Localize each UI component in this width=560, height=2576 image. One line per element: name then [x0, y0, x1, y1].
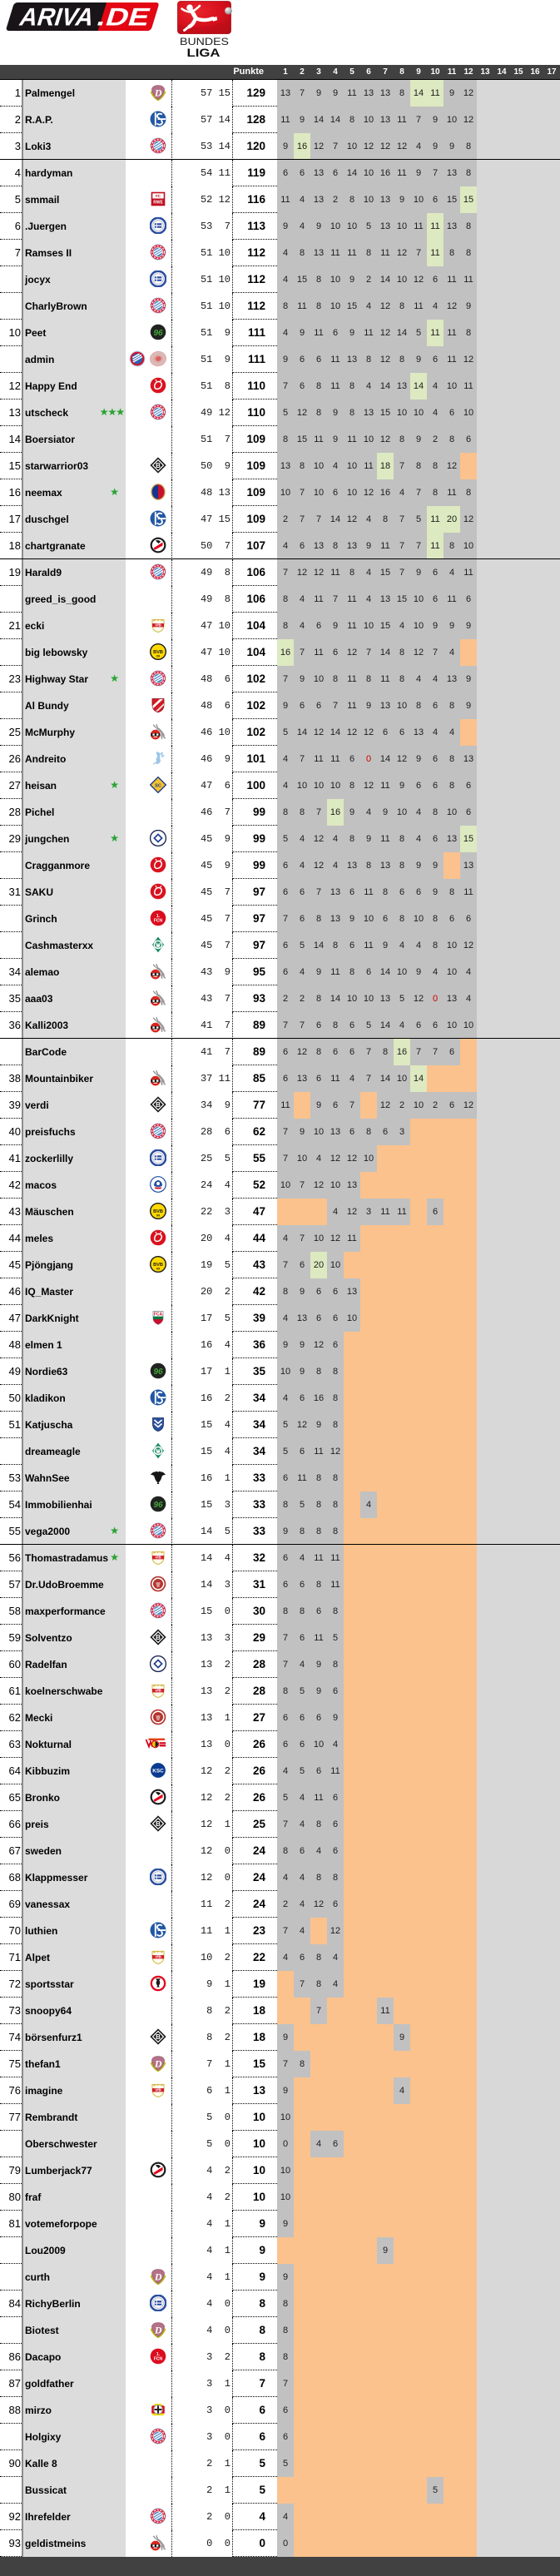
- svg-text:1.: 1.: [156, 2352, 161, 2357]
- svg-text:09: 09: [156, 1267, 160, 1270]
- svg-text:09: 09: [156, 1214, 160, 1217]
- svg-text:1.: 1.: [156, 914, 161, 919]
- svg-text:D: D: [154, 2324, 162, 2335]
- svg-text:KSC: KSC: [152, 1768, 164, 1774]
- svg-text:BVB: BVB: [153, 1209, 163, 1214]
- svg-text:FCN: FCN: [154, 918, 163, 923]
- svg-text:96: 96: [153, 329, 163, 338]
- svg-text:B: B: [156, 2033, 161, 2041]
- svg-text:VfB: VfB: [155, 1555, 161, 1559]
- svg-text:FCA: FCA: [154, 1312, 163, 1317]
- svg-text:VfB: VfB: [155, 1688, 161, 1692]
- svg-text:ARIVA: ARIVA: [17, 2, 98, 31]
- svg-text:B: B: [156, 1101, 161, 1109]
- svg-text:B: B: [156, 1820, 161, 1828]
- svg-text:VfB: VfB: [155, 623, 161, 627]
- svg-text:BVB: BVB: [153, 1263, 163, 1268]
- svg-text:FCN: FCN: [154, 2356, 163, 2361]
- svg-text:RWE: RWE: [153, 200, 163, 205]
- svg-text:VfB: VfB: [155, 1954, 161, 1958]
- svg-text:96: 96: [153, 1501, 163, 1510]
- svg-text:LIGA: LIGA: [187, 46, 221, 59]
- svg-text:D: D: [154, 87, 162, 98]
- svg-text:.DE: .DE: [94, 2, 154, 31]
- svg-text:96: 96: [153, 1367, 163, 1377]
- svg-text:D: D: [154, 2271, 162, 2282]
- svg-text:BUNDES: BUNDES: [180, 36, 229, 47]
- svg-text:B: B: [156, 462, 161, 469]
- svg-text:SC: SC: [155, 783, 161, 788]
- svg-text:D: D: [154, 2057, 162, 2069]
- svg-text:B: B: [156, 1634, 161, 1641]
- svg-text:VfB: VfB: [155, 2087, 161, 2092]
- svg-text:09: 09: [156, 654, 160, 658]
- svg-text:BVB: BVB: [153, 650, 163, 655]
- svg-text:FC: FC: [156, 194, 161, 198]
